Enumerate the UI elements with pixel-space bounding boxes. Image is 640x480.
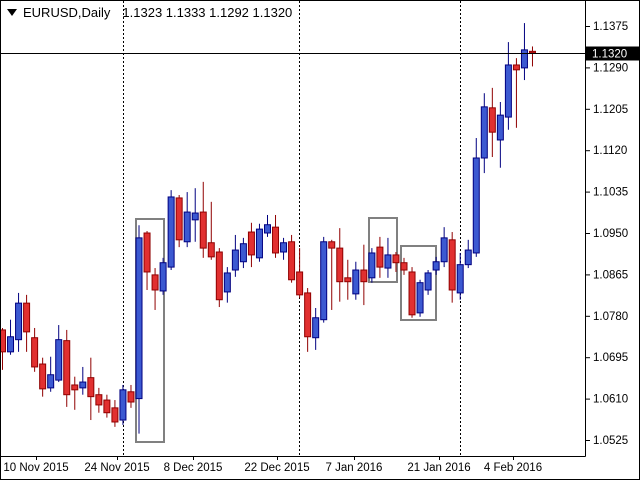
price-badge bbox=[586, 46, 639, 61]
candle-bull bbox=[496, 114, 504, 141]
candle-bull bbox=[368, 252, 376, 279]
candle-bull bbox=[424, 272, 432, 291]
candle-bear bbox=[336, 247, 344, 283]
y-tick-label: 1.0950 bbox=[593, 228, 628, 240]
y-tick-label: 1.0780 bbox=[593, 311, 628, 323]
y-tick-label: 1.1375 bbox=[593, 21, 628, 33]
symbol-timeframe-label: EURUSD,Daily bbox=[23, 5, 111, 20]
candle-bull bbox=[167, 196, 175, 268]
y-tick-label: 1.1120 bbox=[593, 145, 627, 157]
candle-bear bbox=[143, 232, 151, 273]
x-date-label: 8 Dec 2015 bbox=[164, 462, 223, 474]
candle-bear bbox=[151, 274, 159, 291]
candle-bear bbox=[87, 377, 95, 398]
candle-bull bbox=[520, 49, 528, 69]
x-date-label: 22 Dec 2015 bbox=[244, 462, 309, 474]
candle-bull bbox=[440, 237, 448, 263]
y-tick-label: 1.1290 bbox=[593, 62, 628, 74]
candle-bear bbox=[328, 241, 336, 249]
candle-bull bbox=[223, 272, 231, 293]
candle-bull bbox=[239, 243, 247, 263]
y-tick-label: 1.0525 bbox=[593, 435, 628, 447]
candle-bear bbox=[199, 211, 207, 249]
candle-bear bbox=[296, 271, 304, 296]
candle-bull bbox=[352, 269, 360, 295]
candle-bear bbox=[175, 197, 183, 241]
candle-bull bbox=[47, 374, 55, 389]
candle-bull bbox=[504, 64, 512, 118]
candle-bear bbox=[408, 271, 416, 316]
candle-bear bbox=[512, 64, 520, 71]
candle-bear bbox=[376, 246, 384, 268]
candle-bear bbox=[488, 107, 496, 133]
candle-bull bbox=[191, 212, 199, 221]
candle-bear bbox=[95, 394, 103, 406]
candle-bull bbox=[183, 211, 191, 243]
candle-bull bbox=[15, 302, 23, 341]
candle-bear bbox=[39, 363, 47, 390]
candle-bear bbox=[304, 292, 312, 338]
candle-bear bbox=[288, 241, 296, 281]
candle-bull bbox=[480, 106, 488, 159]
y-tick-label: 1.0610 bbox=[593, 394, 628, 406]
y-tick-label: 1.0865 bbox=[593, 269, 628, 281]
x-date-label: 21 Jan 2016 bbox=[407, 462, 470, 474]
candle-bull bbox=[456, 264, 464, 294]
x-date-label: 24 Nov 2015 bbox=[84, 462, 149, 474]
x-date-label: 7 Jan 2016 bbox=[326, 462, 383, 474]
candle-bear bbox=[400, 262, 408, 271]
ohlc-readout: 1.1323 1.1333 1.1292 1.1320 bbox=[122, 5, 293, 20]
candle-bull bbox=[464, 249, 472, 266]
highlight-box[interactable] bbox=[400, 245, 437, 321]
candle-bear bbox=[247, 231, 255, 256]
x-date-label: 4 Feb 2016 bbox=[484, 462, 542, 474]
candle-bull bbox=[384, 254, 392, 269]
highlight-box[interactable] bbox=[368, 217, 398, 283]
x-date-label: 10 Nov 2015 bbox=[3, 462, 68, 474]
candle-bull bbox=[263, 224, 271, 234]
candle-bear bbox=[272, 226, 280, 254]
candle-bull bbox=[119, 389, 127, 421]
y-tick-label: 1.1035 bbox=[593, 187, 628, 199]
candle-bear bbox=[528, 50, 536, 54]
candle-bear bbox=[207, 242, 215, 258]
candle-bear bbox=[31, 337, 39, 368]
candle-bear bbox=[392, 254, 400, 264]
candle-bear bbox=[103, 399, 111, 414]
candle-bull bbox=[416, 282, 424, 314]
candle-bull bbox=[159, 262, 167, 292]
chart-title-bar: EURUSD,Daily 1.1323 1.1333 1.1292 1.1320 bbox=[7, 5, 292, 20]
candle-bull bbox=[280, 242, 288, 253]
candle-bear bbox=[0, 329, 6, 353]
y-tick-label: 1.0695 bbox=[593, 352, 628, 364]
symbol-dropdown-icon[interactable] bbox=[7, 9, 17, 16]
candle-bear bbox=[23, 302, 31, 333]
candle-bear bbox=[360, 269, 368, 283]
candle-bear bbox=[63, 340, 71, 396]
candle-bull bbox=[320, 241, 328, 321]
candle-bull bbox=[135, 237, 143, 400]
y-tick-label: 1.1205 bbox=[593, 104, 628, 116]
price-badge-label: 1.1320 bbox=[592, 49, 627, 61]
candle-bull bbox=[255, 228, 263, 259]
candle-bull bbox=[79, 381, 87, 389]
candle-bear bbox=[344, 277, 352, 283]
candle-bull bbox=[7, 336, 15, 353]
candle-bull bbox=[472, 157, 480, 254]
candle-bear bbox=[127, 391, 135, 403]
candle-bull bbox=[231, 249, 239, 271]
candle-bull bbox=[432, 261, 440, 271]
candle-bull bbox=[55, 339, 63, 381]
candle-bear bbox=[448, 239, 456, 291]
candle-bear bbox=[71, 384, 79, 391]
candle-bear bbox=[215, 251, 223, 301]
candle-bear bbox=[111, 407, 119, 423]
candle-bull bbox=[312, 317, 320, 339]
